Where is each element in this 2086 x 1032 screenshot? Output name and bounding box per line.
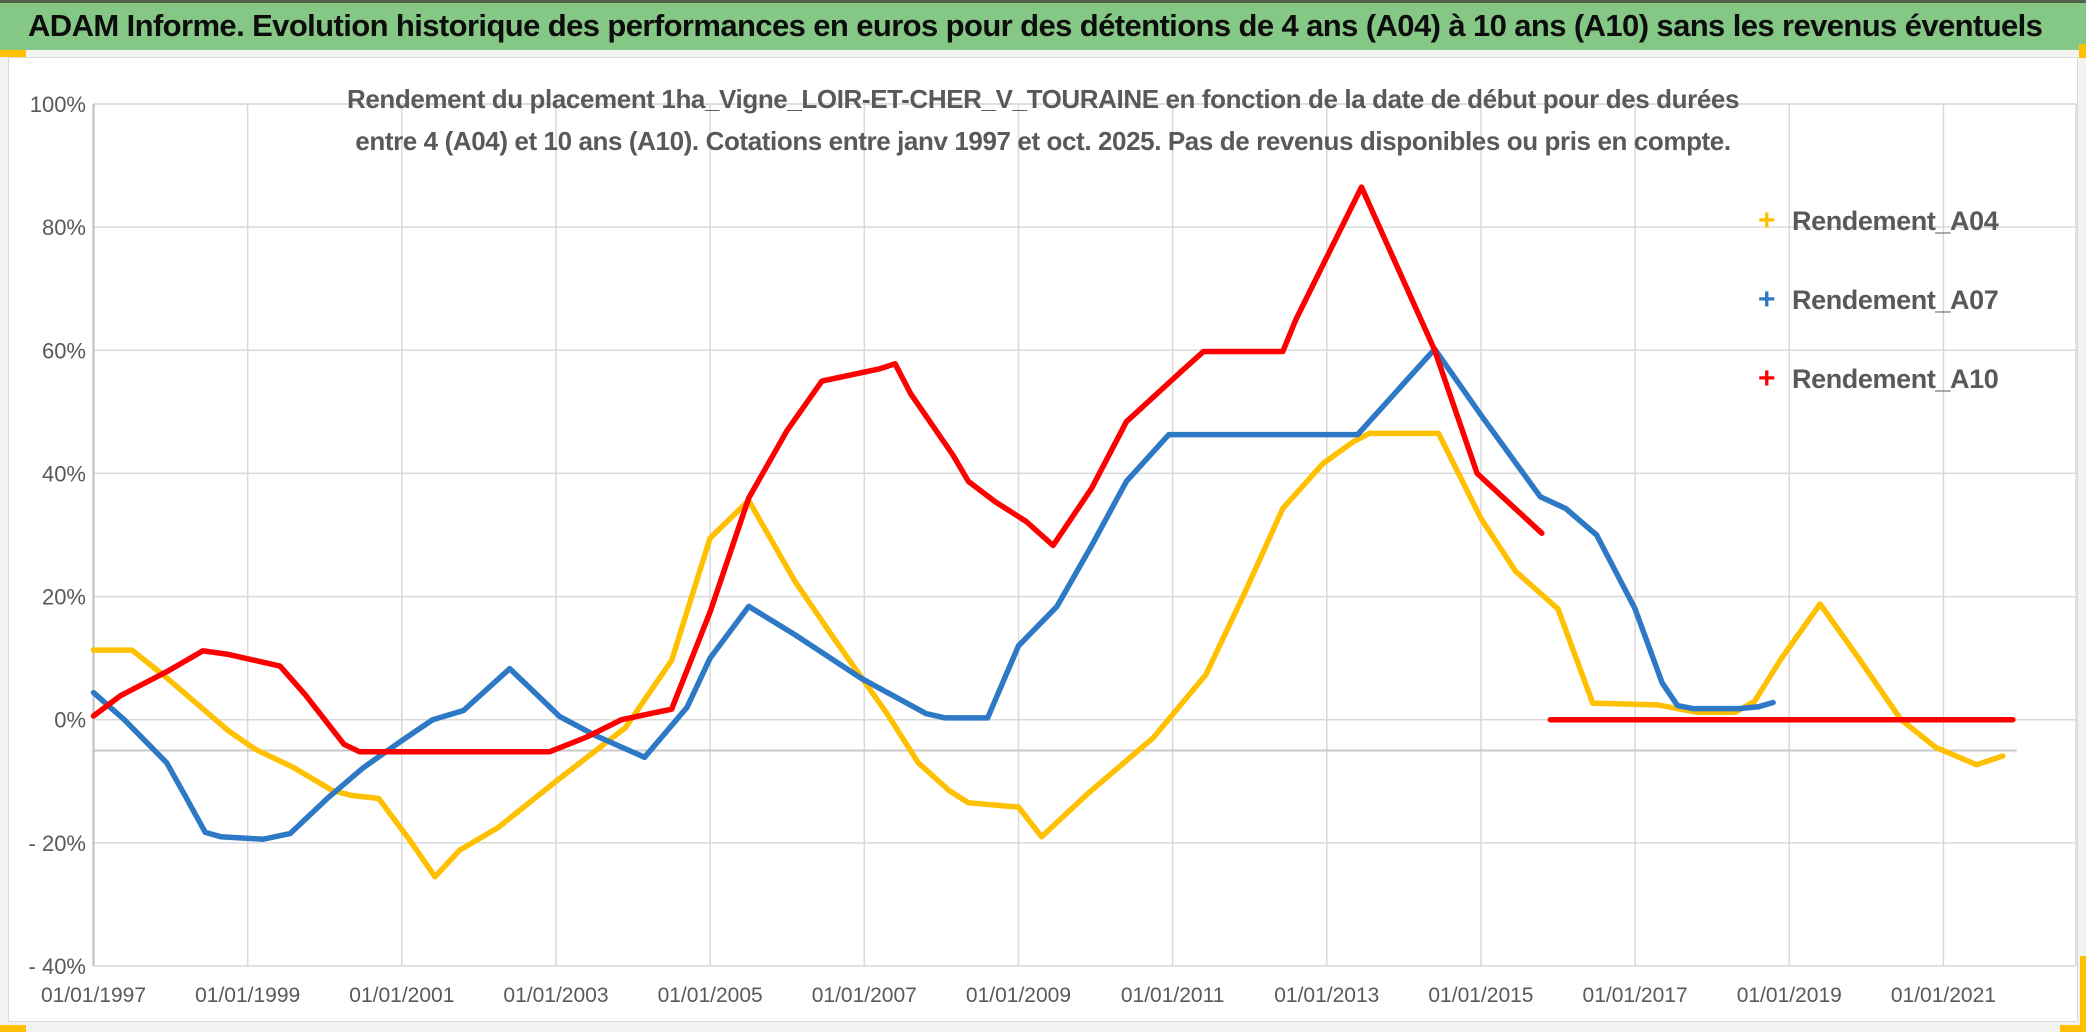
plus-marker-icon: + bbox=[1758, 362, 1776, 395]
legend-item-label: Rendement_A07 bbox=[1792, 284, 1999, 315]
y-tick-label: 0% bbox=[54, 708, 86, 733]
report-title: ADAM Informe. Evolution historique des p… bbox=[28, 8, 2043, 43]
legend-item-a10[interactable]: + Rendement_A10 bbox=[1758, 356, 1999, 402]
x-tick-label: 01/01/2019 bbox=[1737, 984, 1842, 1007]
x-tick-label: 01/01/2021 bbox=[1891, 984, 1996, 1007]
legend-item-a07[interactable]: + Rendement_A07 bbox=[1758, 277, 1999, 323]
plus-marker-icon: + bbox=[1758, 283, 1776, 316]
x-tick-label: 01/01/2005 bbox=[658, 984, 763, 1007]
y-tick-label: - 20% bbox=[29, 831, 86, 856]
x-tick-label: 01/01/2011 bbox=[1121, 984, 1225, 1007]
legend: + Rendement_A04 + Rendement_A07 + Rendem… bbox=[1758, 198, 1999, 435]
x-tick-label: 01/01/2013 bbox=[1274, 984, 1379, 1007]
y-tick-label: 40% bbox=[42, 461, 86, 486]
y-tick-label: 20% bbox=[42, 585, 86, 610]
x-tick-label: 01/01/2007 bbox=[812, 984, 917, 1007]
x-tick-label: 01/01/1999 bbox=[195, 984, 300, 1007]
y-tick-label: 80% bbox=[42, 215, 86, 240]
legend-item-label: Rendement_A10 bbox=[1792, 363, 1999, 394]
y-tick-label: - 40% bbox=[29, 954, 86, 979]
series-Rendement_A04 bbox=[90, 430, 2006, 880]
x-tick-label: 01/01/1997 bbox=[41, 984, 146, 1007]
x-tick-label: 01/01/2003 bbox=[503, 984, 608, 1007]
selection-handle-top-right bbox=[2079, 44, 2086, 58]
x-tick-label: 01/01/2015 bbox=[1428, 984, 1533, 1007]
x-tick-label: 01/01/2001 bbox=[349, 984, 454, 1007]
legend-item-a04[interactable]: + Rendement_A04 bbox=[1758, 198, 1999, 244]
legend-item-label: Rendement_A04 bbox=[1792, 205, 1999, 236]
x-tick-label: 01/01/2017 bbox=[1583, 984, 1688, 1007]
selection-handle-bottom-right bbox=[2060, 1025, 2086, 1032]
series-Rendement_A10 bbox=[90, 184, 1545, 755]
y-tick-label: 60% bbox=[42, 338, 86, 363]
plus-marker-icon: + bbox=[1758, 204, 1776, 237]
selection-handle-right-middle bbox=[2080, 956, 2086, 1026]
x-tick-label: 01/01/2009 bbox=[966, 984, 1071, 1007]
report-header-bar: ADAM Informe. Evolution historique des p… bbox=[0, 0, 2086, 50]
selection-handle-top-left bbox=[0, 50, 26, 57]
y-tick-label: 100% bbox=[30, 92, 86, 117]
selection-handle-bottom-left bbox=[0, 1025, 26, 1032]
chart-title-line2: entre 4 (A04) et 10 ans (A10). Cotations… bbox=[355, 126, 1731, 156]
series-Rendement_A07 bbox=[90, 346, 1776, 842]
chart-title-line1: Rendement du placement 1ha_Vigne_LOIR-ET… bbox=[346, 84, 1740, 114]
